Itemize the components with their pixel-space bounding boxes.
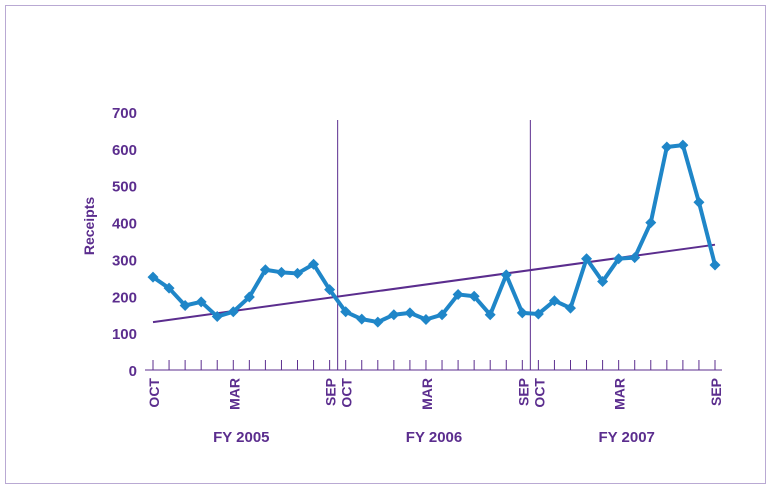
- x-tick-label: MAR: [226, 378, 242, 410]
- x-tick-label: MAR: [419, 378, 435, 410]
- x-tick-label: SEP: [515, 378, 531, 406]
- data-point: [645, 217, 657, 229]
- data-point: [404, 307, 416, 319]
- data-point: [163, 282, 175, 294]
- data-point: [597, 276, 609, 288]
- data-point: [677, 139, 689, 151]
- data-point: [629, 252, 641, 264]
- data-line: [151, 143, 717, 325]
- y-tick-label: 600: [112, 142, 137, 159]
- y-tick-label: 100: [112, 326, 137, 343]
- data-point: [516, 307, 528, 319]
- y-tick-label: 500: [112, 179, 137, 196]
- data-point: [179, 300, 191, 311]
- y-axis-label: Receipts: [81, 197, 97, 256]
- data-point: [259, 264, 271, 276]
- y-tick-label: 400: [112, 216, 137, 233]
- group-label: FY 2005: [213, 429, 269, 446]
- data-point: [308, 258, 320, 270]
- frame: [5, 5, 766, 484]
- data-point: [581, 253, 593, 265]
- data-point: [292, 267, 304, 279]
- x-tick-label: OCT: [146, 378, 162, 408]
- x-tick-label: MAR: [612, 378, 628, 410]
- data-point: [436, 309, 448, 321]
- data-point: [372, 316, 384, 328]
- data-point: [548, 295, 560, 307]
- data-point: [356, 313, 368, 325]
- data-point: [693, 196, 705, 208]
- y-tick-label: 700: [112, 105, 137, 122]
- data-point: [484, 309, 496, 321]
- data-point: [195, 296, 207, 308]
- data-point: [275, 266, 287, 278]
- y-tick-label: 0: [129, 363, 137, 380]
- data-point: [420, 314, 432, 326]
- y-tick-label: 300: [112, 252, 137, 269]
- group-label: FY 2006: [406, 429, 462, 446]
- data-point: [500, 269, 512, 281]
- data-point: [211, 311, 223, 323]
- x-tick-label: OCT: [339, 378, 355, 408]
- data-point: [468, 290, 480, 302]
- data-point: [564, 302, 576, 314]
- data-point: [613, 253, 625, 265]
- data-point: [388, 309, 400, 321]
- data-point: [532, 308, 544, 320]
- data-point: [324, 284, 336, 296]
- data-point: [243, 291, 255, 303]
- group-label: FY 2007: [598, 429, 654, 446]
- data-point: [340, 306, 352, 318]
- x-tick-label: OCT: [531, 378, 547, 408]
- data-point: [709, 259, 721, 271]
- data-point: [661, 141, 673, 153]
- y-tick-label: 200: [112, 289, 137, 306]
- x-tick-label: SEP: [708, 378, 724, 406]
- data-point: [147, 271, 159, 283]
- x-tick-label: SEP: [323, 378, 339, 406]
- data-point: [452, 288, 464, 300]
- data-point: [227, 306, 239, 318]
